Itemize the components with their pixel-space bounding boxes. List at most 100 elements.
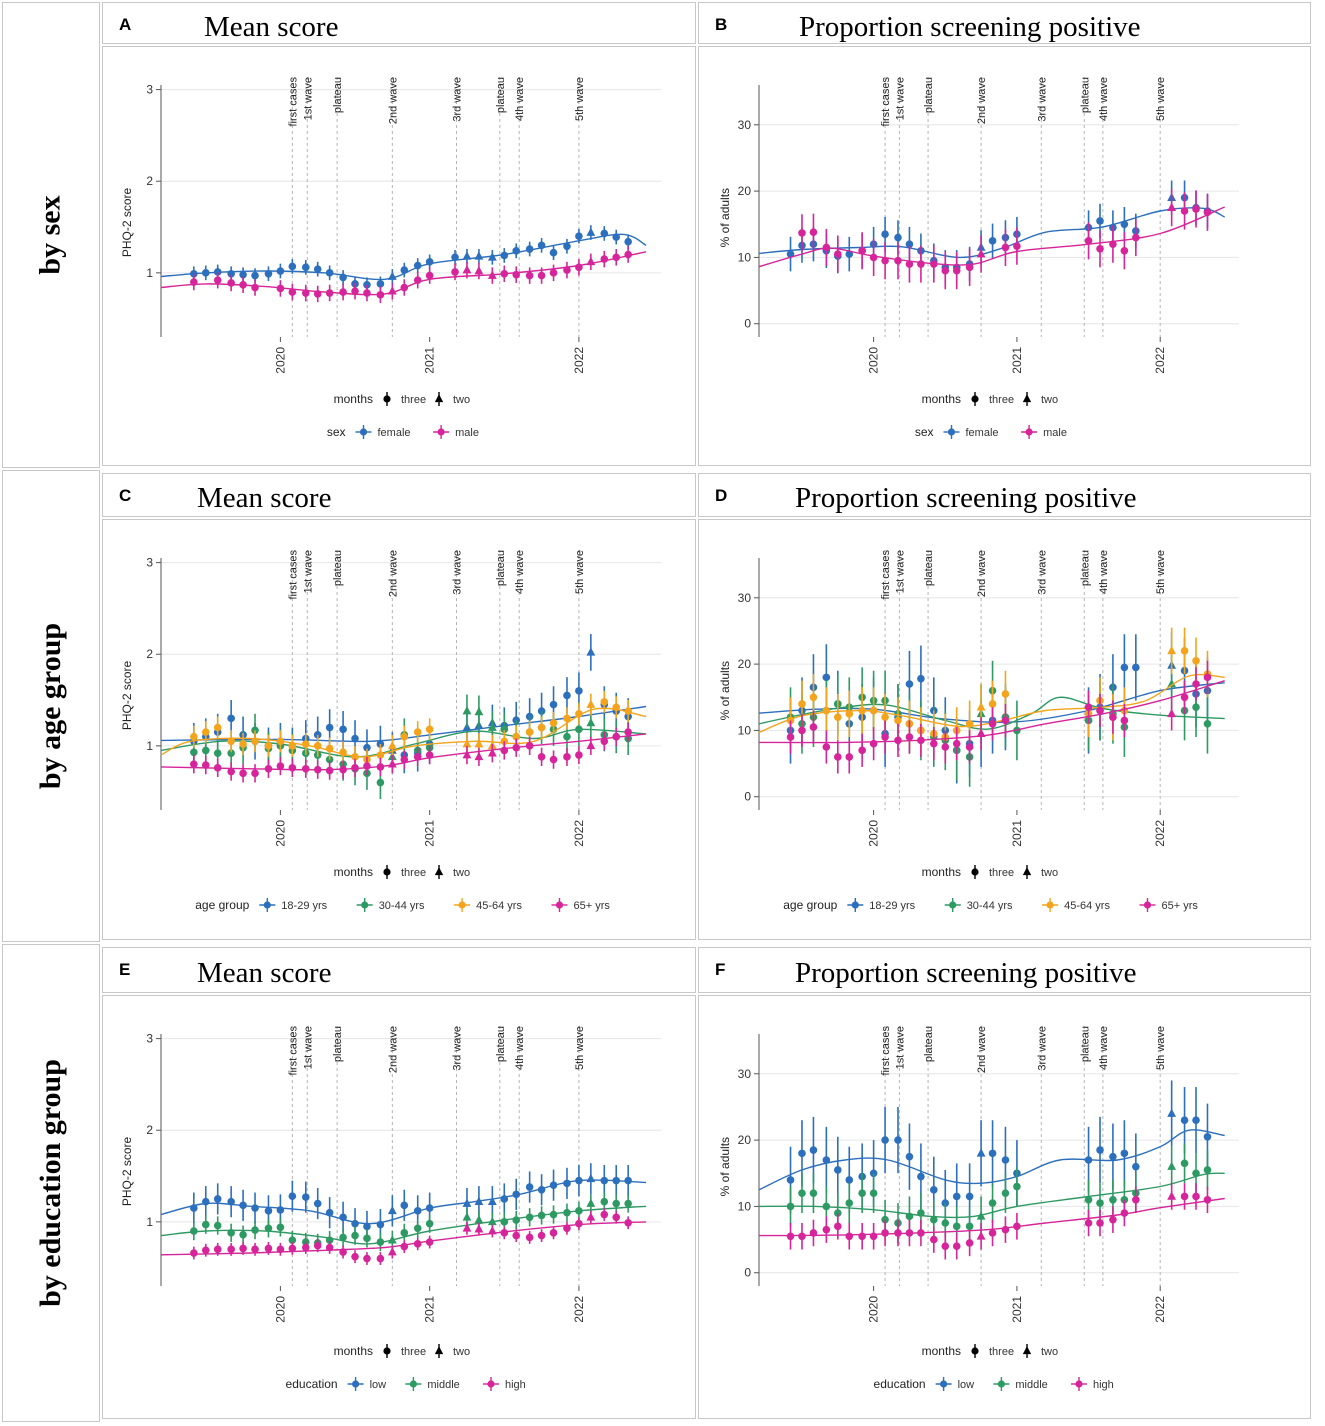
xtick-label-1: 2021 [423,1296,437,1323]
data-point-16 [976,1148,986,1157]
data-point-7 [869,706,878,715]
data-point-21 [487,270,497,279]
legend-months-title: months [922,865,961,879]
event-label-6: 4th wave [514,1026,526,1070]
data-point-21 [474,751,484,761]
data-point-8 [905,260,914,268]
data-point-16 [387,759,397,768]
legend-group-dot-1 [1025,428,1033,436]
data-point-7 [869,739,878,748]
data-point-2 [213,268,222,276]
data-point-7 [276,1206,285,1214]
data-point-20 [462,749,472,759]
data-point-1 [201,269,210,277]
data-point-13 [941,743,950,751]
data-point-8 [881,733,889,741]
title-cell-E: E Mean score [102,947,696,993]
panel-letter-A: A [119,15,132,34]
data-point-9 [894,1229,902,1237]
data-point-17 [988,237,997,245]
data-point-16 [976,1211,986,1220]
data-point-30 [586,1173,596,1183]
data-point-23 [500,1229,509,1237]
data-point-20 [474,265,484,275]
data-point-8 [288,742,297,750]
data-point-5 [869,253,878,262]
data-point-14 [952,1222,961,1231]
legend-group-title: age group [195,898,249,912]
event-label-7: 5th wave [1155,550,1167,594]
data-point-3 [834,250,842,258]
data-point-5 [845,710,854,718]
legend-group: age group 18-29 yrs 30-44 yrs 45-64 yrs 65+ … [195,898,610,912]
xtick-label-0: 2020 [273,347,287,374]
data-point-22 [1120,716,1129,725]
event-label-0: first cases [880,550,892,600]
xtick-label-2: 2022 [572,1296,586,1323]
data-point-19 [1013,1182,1021,1191]
data-point-3 [227,749,235,757]
data-point-19 [425,751,434,759]
data-point-30 [600,255,609,263]
data-point-10 [905,680,914,688]
legend-months-circle [383,868,391,876]
data-point-29 [575,1176,583,1185]
data-point-2 [809,723,818,731]
data-point-2 [213,1245,222,1254]
data-point-10 [905,1229,914,1237]
data-point-7 [894,256,902,265]
trend-line [758,680,1225,744]
xtick-label-1: 2021 [1010,347,1024,374]
data-point-18 [1001,716,1010,725]
data-point-23 [512,270,521,279]
data-point-23 [500,1218,509,1226]
row-label-education: by education group [2,944,100,1422]
data-point-13 [351,1252,359,1261]
data-point-30 [586,699,596,708]
data-point-26 [1203,673,1212,682]
data-point-18 [1001,1189,1010,1197]
row-label-age-text: by age group [34,622,67,790]
data-point-25 [537,271,546,280]
data-point-14 [363,1234,371,1243]
event-label-7: 5th wave [1155,77,1167,121]
legend-group-dot-1 [409,1380,417,1388]
legend-months-title: months [922,392,961,406]
chart-B: 0 10 20 30 % of adults 2020 2021 2022 first case… [718,77,1239,439]
data-point-9 [894,716,902,725]
data-point-26 [537,723,546,732]
series-high [758,1183,1225,1260]
legend-group-item-0: 18-29 yrs [869,900,915,912]
data-point-27 [549,700,558,709]
event-label-4: 3rd wave [452,550,464,595]
data-point-3 [227,1245,235,1254]
xtick-label-2: 2022 [1153,820,1167,847]
data-point-21 [1132,233,1140,242]
data-point-20 [451,253,459,262]
series-65-yrs [758,660,1225,774]
legend-group: age group 18-29 yrs 30-44 yrs 45-64 yrs 65+ … [783,898,1198,912]
event-label-5: plateau [1079,77,1091,113]
data-point-2 [213,749,222,757]
panel-letter-D: D [715,486,728,505]
legend-group-title: education [874,1377,926,1391]
data-point-30 [586,1212,596,1221]
data-point-7 [276,1245,285,1254]
data-point-23 [1120,1209,1129,1217]
data-point-2 [227,279,235,287]
ytick-label-0: 0 [744,790,751,804]
data-point-2 [213,1221,222,1230]
legend-group-item-1: middle [427,1379,459,1391]
data-point-3 [822,673,831,682]
data-point-8 [288,1236,297,1244]
data-point-30 [586,740,596,750]
data-point-17 [400,755,409,764]
data-point-30 [575,232,583,240]
data-point-16 [976,728,986,738]
data-point-24 [1132,1195,1140,1204]
data-point-2 [809,1229,818,1237]
legend-group-item-0: 18-29 yrs [281,900,327,912]
event-label-3: 2nd wave [387,1026,399,1073]
data-point-28 [549,248,558,257]
data-point-29 [575,751,583,759]
